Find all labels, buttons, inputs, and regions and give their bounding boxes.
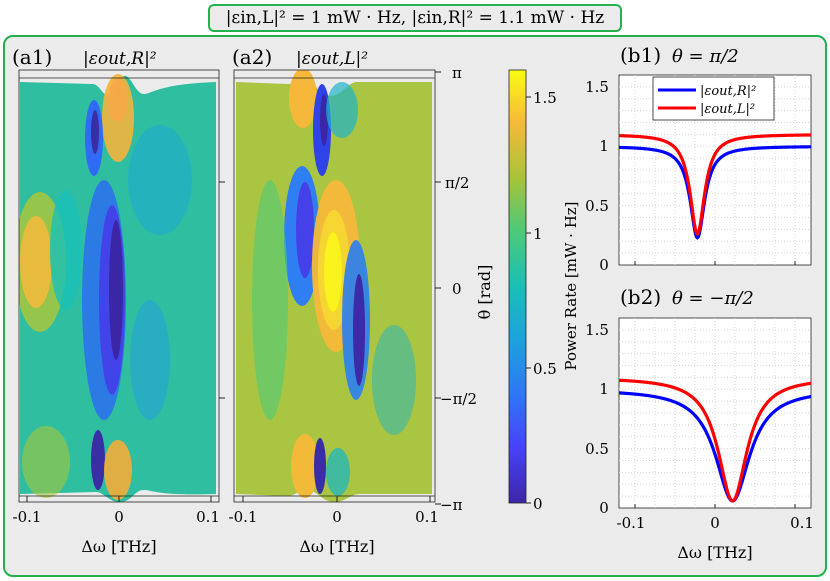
- a1-xtick-label: 0.1: [196, 508, 220, 526]
- colorbar-label: Power Rate [mW · Hz]: [562, 201, 580, 370]
- figure-title-box: |εin,L|² = 1 mW · Hz, |εin,R|² = 1.1 mW …: [208, 4, 622, 32]
- b2-series: [619, 378, 811, 503]
- axes-a2: [233, 69, 441, 505]
- heatmap-a1: [19, 74, 216, 502]
- theta-tick-label: −π/2: [440, 390, 477, 408]
- axes-b2: [618, 317, 812, 509]
- theta-tick-label: π/2: [445, 174, 469, 192]
- theta-tick-label: −π: [440, 496, 463, 514]
- a2-xlabel: Δω [THz]: [299, 537, 374, 556]
- a2-xtick-label: 0: [332, 508, 342, 526]
- series-line-out-r: [619, 391, 811, 503]
- a2-xtick-label: 0.1: [415, 508, 439, 526]
- colorbar-gradient: [508, 69, 527, 504]
- a2-tag: (a2): [232, 45, 272, 69]
- series-line-out-l: [619, 133, 811, 237]
- b2-xlabel: Δω [THz]: [677, 543, 752, 562]
- b2-ytick-label: 1: [599, 380, 609, 398]
- heatmap-a1-features: [19, 74, 192, 500]
- b1-title: θ = π/2: [672, 46, 739, 67]
- b2-ytick-label: 0: [599, 499, 609, 517]
- colorbar-tick-label: 1.5: [533, 89, 557, 107]
- b2-ytick-label: 1.5: [585, 321, 609, 339]
- series-line-out-l: [619, 378, 811, 503]
- b1-ytick-label: 0.5: [585, 197, 609, 215]
- axes-a1: [18, 69, 225, 503]
- theta-axis-label: θ [rad]: [475, 265, 494, 320]
- b2-xtick-label: 0: [710, 514, 720, 532]
- b2-xtick-label: 0.1: [790, 514, 814, 532]
- heatmap-a2-features: [252, 70, 416, 498]
- a1-title: |εout,R|²: [83, 49, 157, 69]
- a1-xtick-label: -0.1: [13, 508, 42, 526]
- a1-tag: (a1): [12, 45, 52, 69]
- a2-title: |εout,L|²: [296, 49, 368, 69]
- axes-b1: [618, 74, 812, 266]
- theta-axis: π π/2 0 −π/2 −π θ [rad]: [440, 64, 494, 514]
- a1-xtick-label: 0: [114, 508, 124, 526]
- colorbar-tick-label: 1: [533, 225, 543, 243]
- legend-label-r: |εout,R|²: [700, 84, 756, 99]
- b1-ytick-label: 0: [599, 256, 609, 274]
- b1-ytick-label: 1: [599, 137, 609, 155]
- a1-xlabel: Δω [THz]: [81, 537, 156, 556]
- b2-title: θ = −π/2: [672, 288, 754, 309]
- b1-legend: |εout,R|² |εout,L|²: [652, 76, 775, 121]
- colorbar: 0 0.5 1 1.5 Power Rate [mW · Hz]: [508, 69, 580, 513]
- heatmap-a2: [236, 70, 432, 502]
- colorbar-tick-label: 0: [533, 495, 543, 513]
- b1-series: [619, 133, 811, 240]
- b1-ytick-label: 1.5: [585, 78, 609, 96]
- legend-label-l: |εout,L|²: [700, 102, 755, 117]
- theta-tick-label: π: [452, 64, 462, 82]
- figure-title: |εin,L|² = 1 mW · Hz, |εin,R|² = 1.1 mW …: [225, 8, 605, 28]
- theta-tick-label: 0: [452, 280, 462, 298]
- colorbar-tick-label: 0.5: [533, 360, 557, 378]
- a2-xtick-label: -0.1: [229, 508, 258, 526]
- b2-xtick-label: -0.1: [617, 514, 646, 532]
- b2-tag: (b2): [620, 285, 661, 309]
- b2-ytick-label: 0.5: [585, 440, 609, 458]
- series-line-out-r: [619, 145, 811, 240]
- b1-tag: (b1): [620, 43, 661, 67]
